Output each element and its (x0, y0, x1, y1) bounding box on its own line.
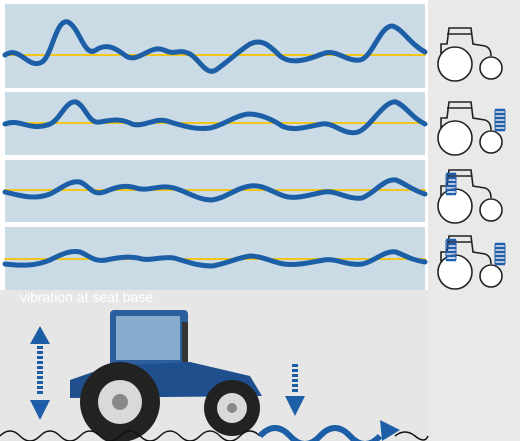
road-wave (257, 425, 383, 441)
wave (2, 177, 428, 203)
vertical-arrow (30, 326, 50, 420)
tractor (70, 310, 262, 441)
down-arrow (285, 364, 305, 416)
ground (394, 431, 429, 441)
wave (2, 19, 428, 74)
wave (2, 99, 428, 136)
wave (2, 249, 428, 269)
ground (0, 430, 261, 441)
panel (5, 4, 425, 88)
road-arrow (380, 420, 400, 441)
caption: vibration at seat base (20, 289, 153, 305)
